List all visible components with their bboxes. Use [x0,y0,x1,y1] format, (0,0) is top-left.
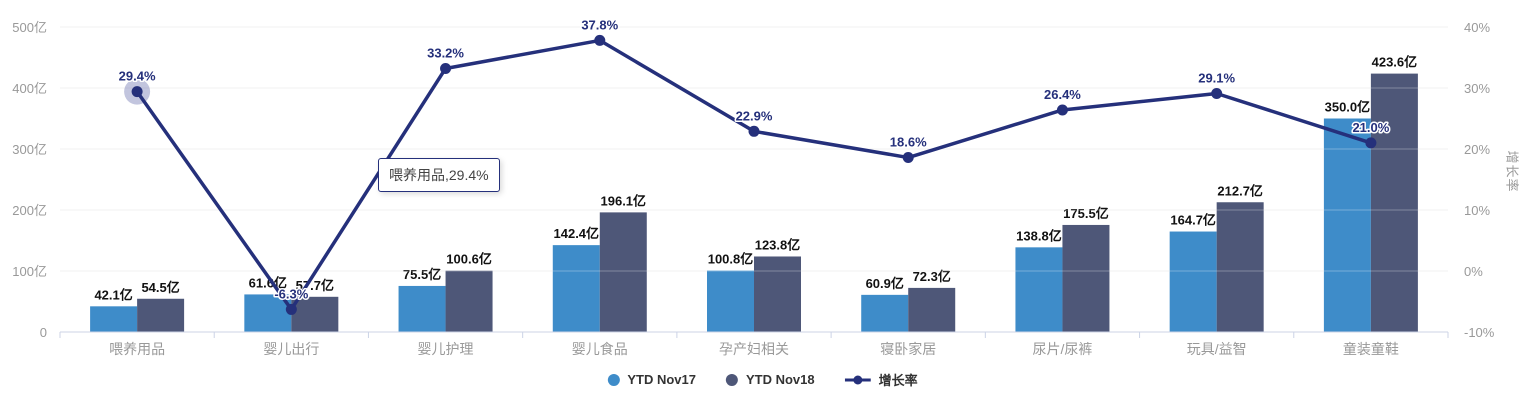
left-axis-labels: 500亿 400亿 300亿 200亿 100亿 0 [12,20,47,340]
bar-ytd-nov18[interactable] [445,270,493,332]
left-axis-tick: 100亿 [12,264,47,279]
left-axis-tick: 200亿 [12,203,47,218]
bar-value-label: 72.3亿 [913,269,951,284]
bar-value-label: 212.7亿 [1217,183,1263,198]
bar-value-label: 138.8亿 [1016,228,1062,243]
bar-ytd-nov17[interactable] [707,270,754,332]
bar-ytd-nov18[interactable] [599,212,647,332]
left-axis-tick: 0 [40,325,47,340]
bar-value-label: 350.0亿 [1325,100,1371,115]
category-label: 寝卧家居 [880,341,936,357]
x-axis [59,331,1449,338]
line-value-label: 29.4% [119,69,156,84]
left-axis-tick: 500亿 [12,20,47,35]
bar-value-label: 60.9亿 [866,276,904,291]
category-label: 喂养用品 [109,341,165,357]
bar-ytd-nov17[interactable] [90,306,138,332]
line-point[interactable] [131,86,143,98]
right-axis-tick: 0% [1464,264,1483,279]
line-value-label: 18.6% [890,135,927,150]
bar-value-label: 100.6亿 [446,252,492,267]
legend-label: YTD Nov17 [627,372,696,387]
line-value-label: -6.3% [274,286,308,301]
bar-value-label: 423.6亿 [1372,55,1418,70]
line-value-label: 22.9% [736,108,773,123]
tooltip: 喂养用品,29.4% [378,158,500,192]
line-point[interactable] [440,62,452,74]
left-axis-tick: 400亿 [12,81,47,96]
line-value-label: 29.1% [1198,70,1235,85]
category-label: 尿片/尿裤 [1032,341,1092,357]
bar-value-label: 164.7亿 [1170,213,1216,228]
right-axis-tick: 10% [1464,203,1490,218]
bar-value-label: 42.1亿 [94,287,132,302]
line-point[interactable] [1211,87,1223,99]
bar-ytd-nov17[interactable] [398,285,446,332]
bar1-legend-dot-icon [607,373,620,386]
bar-ytd-nov18[interactable] [754,256,801,332]
bar-ytd-nov18[interactable] [137,298,185,332]
line-value-label: 26.4% [1044,87,1081,102]
category-label: 婴儿食品 [572,341,628,357]
bar-value-label: 100.8亿 [708,252,754,267]
category-label: 婴儿护理 [418,341,474,357]
bar-value-label: 142.4亿 [554,226,600,241]
bar-ytd-nov18[interactable] [1370,73,1418,332]
bar-value-label: 61.6亿 [249,275,287,290]
line-value-label: 37.8% [581,17,618,32]
bar-ytd-nov17[interactable] [1015,247,1063,332]
line-value-label: 21.0% [1352,120,1389,135]
right-axis-tick: 40% [1464,20,1490,35]
line-point[interactable] [902,152,914,164]
bar-ytd-nov17[interactable] [861,294,909,332]
line-value-label: 33.2% [427,45,464,60]
category-label: 童装童鞋 [1343,341,1399,357]
bar2-legend-dot-icon [725,373,738,386]
line-point[interactable] [285,303,297,315]
legend: YTD Nov17 YTD Nov18 增长率 [607,370,918,389]
bar-ytd-nov17[interactable] [552,245,600,332]
legend-item-ytd-nov18[interactable]: YTD Nov18 [725,372,815,387]
line-point[interactable] [1056,104,1068,116]
bar-value-label: 54.5亿 [141,280,179,295]
line-point[interactable] [594,34,606,46]
right-axis-title: 增长率 [1504,150,1520,193]
legend-label: YTD Nov18 [745,372,815,387]
category-labels: 喂养用品 婴儿出行 婴儿护理 婴儿食品 孕产妇相关 寝卧家居 尿片/尿裤 玩具/益智 童装童鞋 [109,341,1399,357]
bar-series [90,73,1418,333]
bar-ytd-nov17[interactable] [1323,118,1371,333]
bar-ytd-nov18[interactable] [1062,224,1110,332]
bar-value-label: 196.1亿 [601,193,647,208]
growth-rate-points [131,34,1377,315]
bar-value-label: 175.5亿 [1063,206,1109,221]
left-axis-tick: 300亿 [12,142,47,157]
legend-label: 增长率 [878,373,918,388]
category-label: 玩具/益智 [1187,341,1247,357]
legend-item-ytd-nov17[interactable]: YTD Nov17 [607,372,696,387]
right-axis-tick: -10% [1464,325,1495,340]
bar-ytd-nov18[interactable] [291,296,339,332]
right-axis-tick: 20% [1464,142,1490,157]
right-axis-labels: 40% 30% 20% 10% 0% -10% [1464,20,1495,340]
line-point[interactable] [748,125,760,137]
line-legend-marker-icon [844,375,871,384]
bar-ytd-nov17[interactable] [1169,231,1217,332]
bar-value-label: 123.8亿 [755,237,801,252]
bar-ytd-nov18[interactable] [908,287,956,332]
bar-value-label: 75.5亿 [403,267,441,282]
bar-ytd-nov18[interactable] [1216,202,1264,332]
line-point[interactable] [1365,137,1377,149]
legend-item-growth-rate[interactable]: 增长率 [844,370,918,389]
growth-rate-labels: 29.4% -6.3% 33.2% 37.8% 22.9% 18.6% 26.4% 29.1%… [117,16,1391,303]
category-label: 婴儿出行 [263,341,319,357]
category-label: 孕产妇相关 [719,341,789,357]
right-axis-tick: 30% [1464,81,1490,96]
